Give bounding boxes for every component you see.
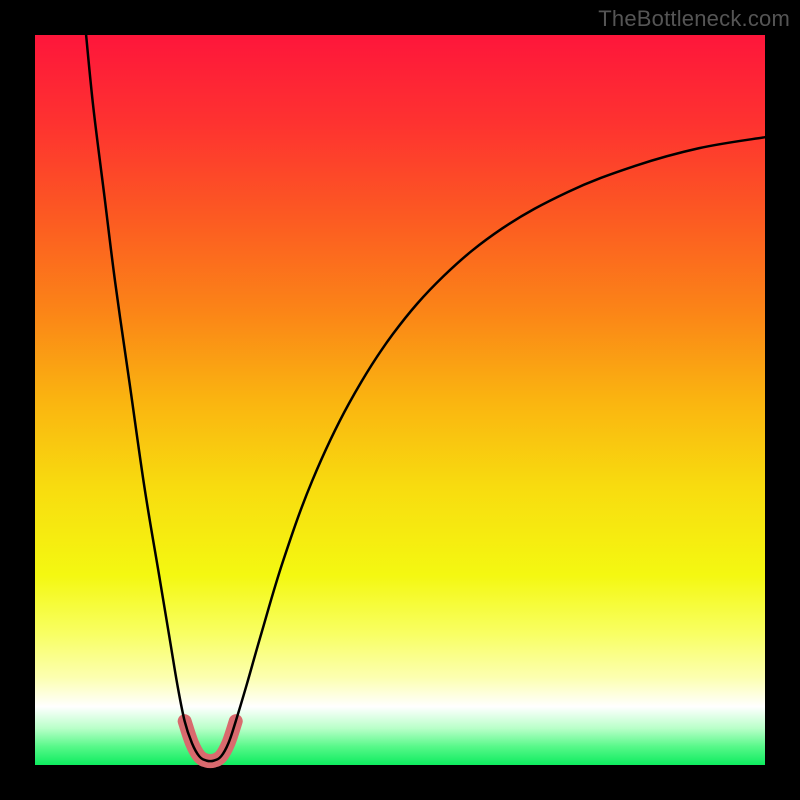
bottleneck-chart [0,0,800,800]
chart-stage: TheBottleneck.com [0,0,800,800]
plot-background [35,35,765,765]
watermark-text: TheBottleneck.com [598,6,790,32]
plot-group [35,35,765,765]
